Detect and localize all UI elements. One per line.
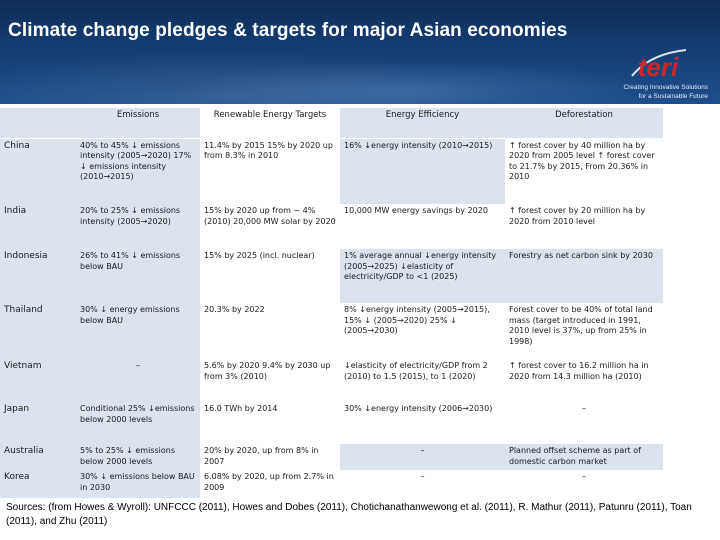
table-header-row: Emissions Renewable Energy Targets Energ… [0, 108, 663, 139]
efficiency-cell: 30% ↓energy intensity (2006→2030) [340, 402, 505, 444]
renewable-cell: 15% by 2025 (incl. nuclear) [200, 249, 340, 303]
emissions-cell: 20% to 25% ↓ emissions intensity (2005→2… [76, 204, 200, 249]
country-cell: Vietnam [0, 359, 76, 402]
country-cell: Thailand [0, 303, 76, 359]
table-row-australia: Australia 5% to 25% ↓ emissions below 20… [0, 444, 663, 470]
renewable-cell: 20% by 2020, up from 8% in 2007 [200, 444, 340, 470]
country-cell: Indonesia [0, 249, 76, 303]
emissions-cell: 40% to 45% ↓ emissions intensity (2005→2… [76, 138, 200, 204]
renewable-cell: 20.3% by 2022 [200, 303, 340, 359]
country-cell: India [0, 204, 76, 249]
deforestation-cell: – [505, 402, 663, 444]
header-cell-emissions: Emissions [76, 108, 200, 139]
efficiency-cell: 10,000 MW energy savings by 2020 [340, 204, 505, 249]
renewable-cell: 15% by 2020 up from ~ 4% (2010) 20,000 M… [200, 204, 340, 249]
emissions-cell: Conditional 25% ↓emissions below 2000 le… [76, 402, 200, 444]
header-cell-efficiency: Energy Efficiency [340, 108, 505, 139]
emissions-cell: 5% to 25% ↓ emissions below 2000 levels [76, 444, 200, 470]
country-cell: Australia [0, 444, 76, 470]
table-row-japan: Japan Conditional 25% ↓emissions below 2… [0, 402, 663, 444]
efficiency-cell: 1% average annual ↓energy intensity (200… [340, 249, 505, 303]
header-cell-renewable: Renewable Energy Targets [200, 108, 340, 139]
efficiency-cell: ↓elasticity of electricity/GDP from 2 (2… [340, 359, 505, 402]
renewable-cell: 5.6% by 2020 9.4% by 2030 up from 3% (20… [200, 359, 340, 402]
emissions-cell: – [76, 359, 200, 402]
renewable-cell: 6.08% by 2020, up from 2.7% in 2009 [200, 470, 340, 498]
country-cell: China [0, 138, 76, 204]
logo-wordmark: teri [638, 52, 679, 82]
teri-wordmark-icon: teri [631, 49, 687, 82]
deforestation-cell: ↑ forest cover by 20 million ha by 2020 … [505, 204, 663, 249]
logo-tagline-line2: for a Sustainable Future [638, 93, 708, 100]
table-row-china: China 40% to 45% ↓ emissions intensity (… [0, 138, 663, 204]
header-cell-deforestation: Deforestation [505, 108, 663, 139]
deforestation-cell: – [505, 470, 663, 498]
table-row-indonesia: Indonesia 26% to 41% ↓ emissions below B… [0, 249, 663, 303]
renewable-cell: 11.4% by 2015 15% by 2020 up from 8.3% i… [200, 138, 340, 204]
deforestation-cell: Forestry as net carbon sink by 2030 [505, 249, 663, 303]
deforestation-cell: Forest cover to be 40% of total land mas… [505, 303, 663, 359]
sources-footnote: Sources: (from Howes & Wyroll): UNFCCC (… [6, 502, 692, 527]
pledges-table: Emissions Renewable Energy Targets Energ… [0, 108, 663, 498]
table-row-thailand: Thailand 30% ↓ energy emissions below BA… [0, 303, 663, 359]
header-cell-country [0, 108, 76, 139]
efficiency-cell: 8% ↓energy intensity (2005→2015), 15% ↓ … [340, 303, 505, 359]
efficiency-cell: 16% ↓energy intensity (2010→2015) [340, 138, 505, 204]
deforestation-cell: ↑ forest cover to 16.2 million ha in 202… [505, 359, 663, 402]
emissions-cell: 26% to 41% ↓ emissions below BAU [76, 249, 200, 303]
teri-logo: teri Creating Innovative Solutions for a… [602, 46, 714, 104]
emissions-cell: 30% ↓ emissions below BAU in 2030 [76, 470, 200, 498]
deforestation-cell: ↑ forest cover by 40 million ha by 2020 … [505, 138, 663, 204]
table-row-korea: Korea 30% ↓ emissions below BAU in 2030 … [0, 470, 663, 498]
efficiency-cell: – [340, 470, 505, 498]
renewable-cell: 16.0 TWh by 2014 [200, 402, 340, 444]
logo-tagline-line1: Creating Innovative Solutions [623, 84, 708, 91]
country-cell: Japan [0, 402, 76, 444]
emissions-cell: 30% ↓ energy emissions below BAU [76, 303, 200, 359]
deforestation-cell: Planned offset scheme as part of domesti… [505, 444, 663, 470]
efficiency-cell: – [340, 444, 505, 470]
title-banner: Climate change pledges & targets for maj… [0, 0, 720, 104]
table-row-india: India 20% to 25% ↓ emissions intensity (… [0, 204, 663, 249]
slide-title: Climate change pledges & targets for maj… [8, 20, 568, 41]
table-row-vietnam: Vietnam – 5.6% by 2020 9.4% by 2030 up f… [0, 359, 663, 402]
country-cell: Korea [0, 470, 76, 498]
